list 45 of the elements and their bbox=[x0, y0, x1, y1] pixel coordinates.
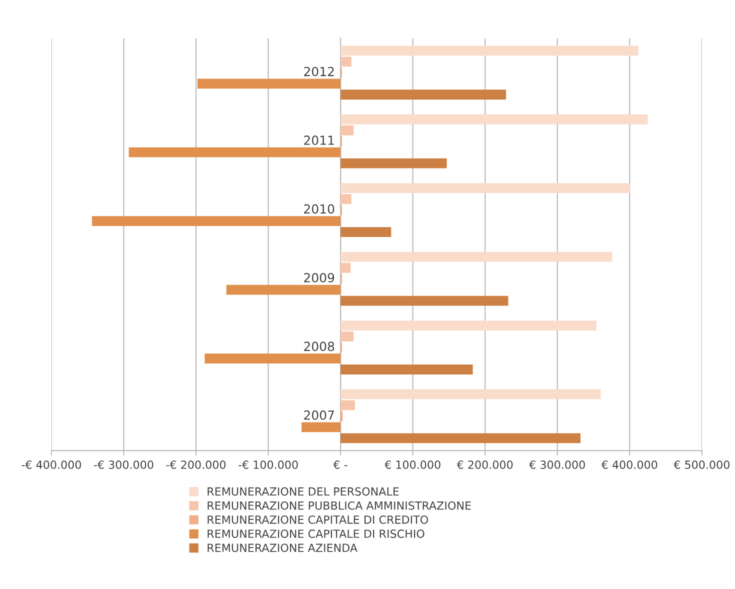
y-tick-label: 2010 bbox=[304, 204, 334, 214]
bar bbox=[92, 216, 341, 226]
y-tick-label: 2009 bbox=[304, 272, 334, 282]
bar bbox=[340, 400, 356, 410]
x-tick-label: € 200.000 bbox=[456, 460, 513, 469]
y-tick-label: 2011 bbox=[304, 136, 334, 145]
bar bbox=[340, 364, 473, 374]
bar bbox=[204, 354, 341, 364]
legend-label: REMUNERAZIONE DEL PERSONALE bbox=[208, 487, 399, 496]
bar bbox=[340, 252, 612, 262]
legend-label: REMUNERAZIONE AZIENDA bbox=[208, 544, 358, 552]
bar bbox=[340, 158, 447, 168]
bar bbox=[340, 433, 581, 444]
bar bbox=[340, 332, 354, 342]
bar bbox=[302, 422, 341, 432]
bar bbox=[340, 194, 352, 204]
x-tick-label: € 400.000 bbox=[601, 460, 658, 469]
bar bbox=[340, 46, 638, 56]
x-tick-label: -€ 400.000 bbox=[22, 460, 81, 469]
bar bbox=[226, 284, 341, 295]
y-tick-label: 2008 bbox=[304, 342, 334, 352]
bar bbox=[340, 125, 354, 136]
bar bbox=[340, 183, 630, 194]
x-tick-label: -€ 100.000 bbox=[238, 460, 298, 469]
bar bbox=[340, 389, 601, 400]
y-tick-label: 2012 bbox=[304, 66, 334, 76]
bar bbox=[340, 262, 351, 273]
x-tick-label: -€ 200.000 bbox=[166, 460, 226, 469]
legend-label: REMUNERAZIONE CAPITALE DI RISCHIO bbox=[208, 530, 424, 538]
x-tick-label: € 500.000 bbox=[674, 460, 730, 469]
bar bbox=[128, 147, 341, 158]
y-tick-label: 2007 bbox=[304, 410, 334, 420]
bar bbox=[340, 296, 508, 306]
x-tick-label: -€ 300.000 bbox=[94, 460, 154, 469]
legend-label: REMUNERAZIONE CAPITALE DI CREDITO bbox=[208, 515, 428, 524]
bar bbox=[340, 320, 596, 330]
x-tick-label: € 100.000 bbox=[384, 460, 440, 469]
bar bbox=[340, 227, 392, 238]
bar bbox=[340, 114, 648, 124]
x-tick-label: € - bbox=[333, 460, 348, 469]
bar bbox=[340, 90, 506, 100]
x-tick-label: € 300.000 bbox=[529, 460, 585, 469]
bar bbox=[340, 56, 352, 67]
legend-label: REMUNERAZIONE PUBBLICA AMMINISTRAZIONE bbox=[208, 501, 471, 510]
bar bbox=[197, 78, 341, 89]
